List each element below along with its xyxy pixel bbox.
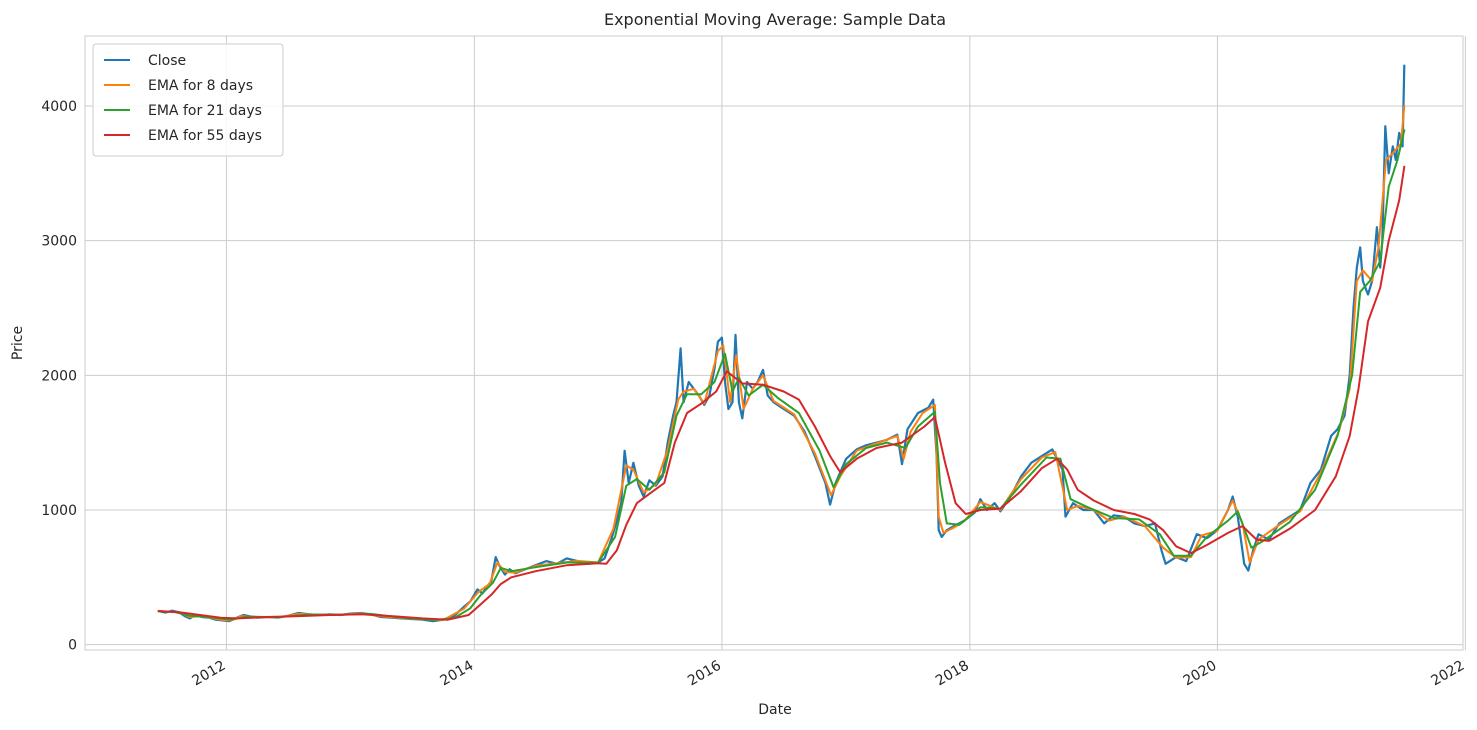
x-tick-label: 2012 [190, 658, 229, 690]
y-tick-label: 2000 [41, 368, 77, 384]
series-line-3 [157, 129, 1406, 621]
y-tick-label: 1000 [41, 503, 77, 519]
legend-label-2: EMA for 8 days [148, 78, 253, 94]
y-tick-label: 0 [68, 638, 77, 654]
chart-title: Exponential Moving Average: Sample Data [604, 10, 946, 29]
legend-label-4: EMA for 55 days [148, 128, 262, 144]
legend-box [92, 43, 284, 157]
y-tick-label: 3000 [41, 234, 77, 250]
x-axis-label: Date [758, 702, 791, 718]
x-tick-label: 2016 [685, 658, 724, 690]
x-tick-label: 2020 [1181, 658, 1220, 690]
y-tick-label: 4000 [41, 99, 77, 115]
x-tick-label: 2018 [933, 658, 972, 690]
series-lines [157, 64, 1406, 623]
plot-area [84, 35, 1464, 651]
legend-label-3: EMA for 21 days [148, 103, 262, 119]
legend-entries: Close EMA for 8 days EMA for 21 days EMA fo… [104, 53, 262, 144]
legend: Close EMA for 8 days EMA for 21 days EMA fo… [92, 43, 284, 157]
legend-label-1: Close [148, 53, 186, 69]
y-axis-label: Price [10, 326, 26, 360]
series-line-4 [157, 165, 1406, 621]
x-tick-label: 2014 [437, 658, 476, 690]
x-tick-label: 2022 [1429, 658, 1468, 690]
